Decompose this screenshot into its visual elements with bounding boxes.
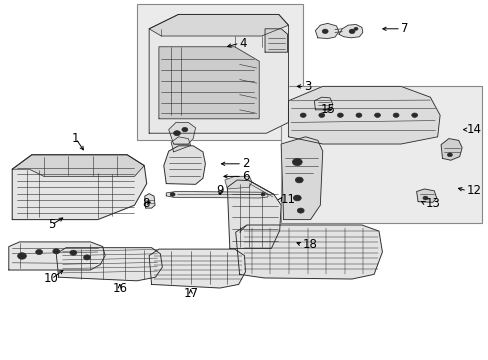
Circle shape (337, 113, 343, 117)
Circle shape (355, 113, 361, 117)
Polygon shape (314, 97, 332, 110)
Polygon shape (224, 176, 251, 189)
Polygon shape (171, 137, 190, 152)
Text: 14: 14 (466, 123, 481, 136)
Circle shape (322, 29, 327, 33)
Circle shape (18, 253, 26, 259)
Circle shape (411, 113, 417, 117)
Text: 5: 5 (47, 219, 55, 231)
Text: 2: 2 (242, 157, 249, 170)
Circle shape (447, 153, 451, 157)
Polygon shape (9, 242, 105, 270)
Circle shape (70, 250, 77, 255)
Polygon shape (56, 248, 162, 281)
Circle shape (348, 29, 354, 33)
Polygon shape (235, 225, 382, 279)
Circle shape (353, 27, 357, 30)
Bar (281, 86, 481, 223)
Circle shape (422, 196, 427, 200)
Polygon shape (149, 14, 288, 36)
Text: 13: 13 (425, 197, 439, 210)
Text: 18: 18 (302, 238, 316, 251)
Text: 9: 9 (216, 184, 224, 197)
Text: 3: 3 (304, 80, 311, 93)
Text: 11: 11 (280, 193, 295, 206)
Circle shape (297, 208, 304, 213)
Circle shape (300, 113, 305, 117)
Circle shape (83, 255, 90, 260)
Polygon shape (264, 29, 287, 52)
Circle shape (392, 113, 398, 117)
Polygon shape (281, 137, 322, 220)
Polygon shape (144, 194, 155, 208)
Circle shape (173, 131, 180, 136)
Polygon shape (163, 146, 205, 184)
Bar (137, 4, 303, 140)
Polygon shape (288, 86, 439, 144)
Text: 1: 1 (72, 132, 80, 145)
Polygon shape (12, 155, 146, 220)
Polygon shape (149, 14, 288, 133)
Polygon shape (440, 139, 461, 160)
Polygon shape (166, 192, 267, 198)
Text: 12: 12 (466, 184, 481, 197)
Polygon shape (159, 47, 259, 119)
Circle shape (170, 193, 175, 196)
Circle shape (293, 195, 301, 201)
Text: 10: 10 (44, 273, 59, 285)
Polygon shape (315, 23, 338, 39)
Circle shape (292, 158, 302, 166)
Circle shape (295, 177, 303, 183)
Circle shape (318, 113, 324, 117)
Text: 7: 7 (400, 22, 407, 35)
Polygon shape (416, 189, 436, 202)
Polygon shape (12, 155, 144, 176)
Text: 16: 16 (112, 282, 127, 294)
Circle shape (53, 249, 60, 254)
Polygon shape (227, 180, 281, 248)
Polygon shape (338, 24, 362, 38)
Text: 4: 4 (239, 37, 246, 50)
Text: 6: 6 (242, 170, 249, 183)
Circle shape (374, 113, 380, 117)
Text: 17: 17 (183, 287, 198, 300)
Circle shape (182, 127, 187, 132)
Polygon shape (168, 122, 195, 144)
Polygon shape (149, 249, 245, 288)
Circle shape (261, 193, 264, 196)
Circle shape (36, 249, 42, 255)
Text: 15: 15 (320, 103, 334, 116)
Text: 8: 8 (142, 197, 149, 210)
